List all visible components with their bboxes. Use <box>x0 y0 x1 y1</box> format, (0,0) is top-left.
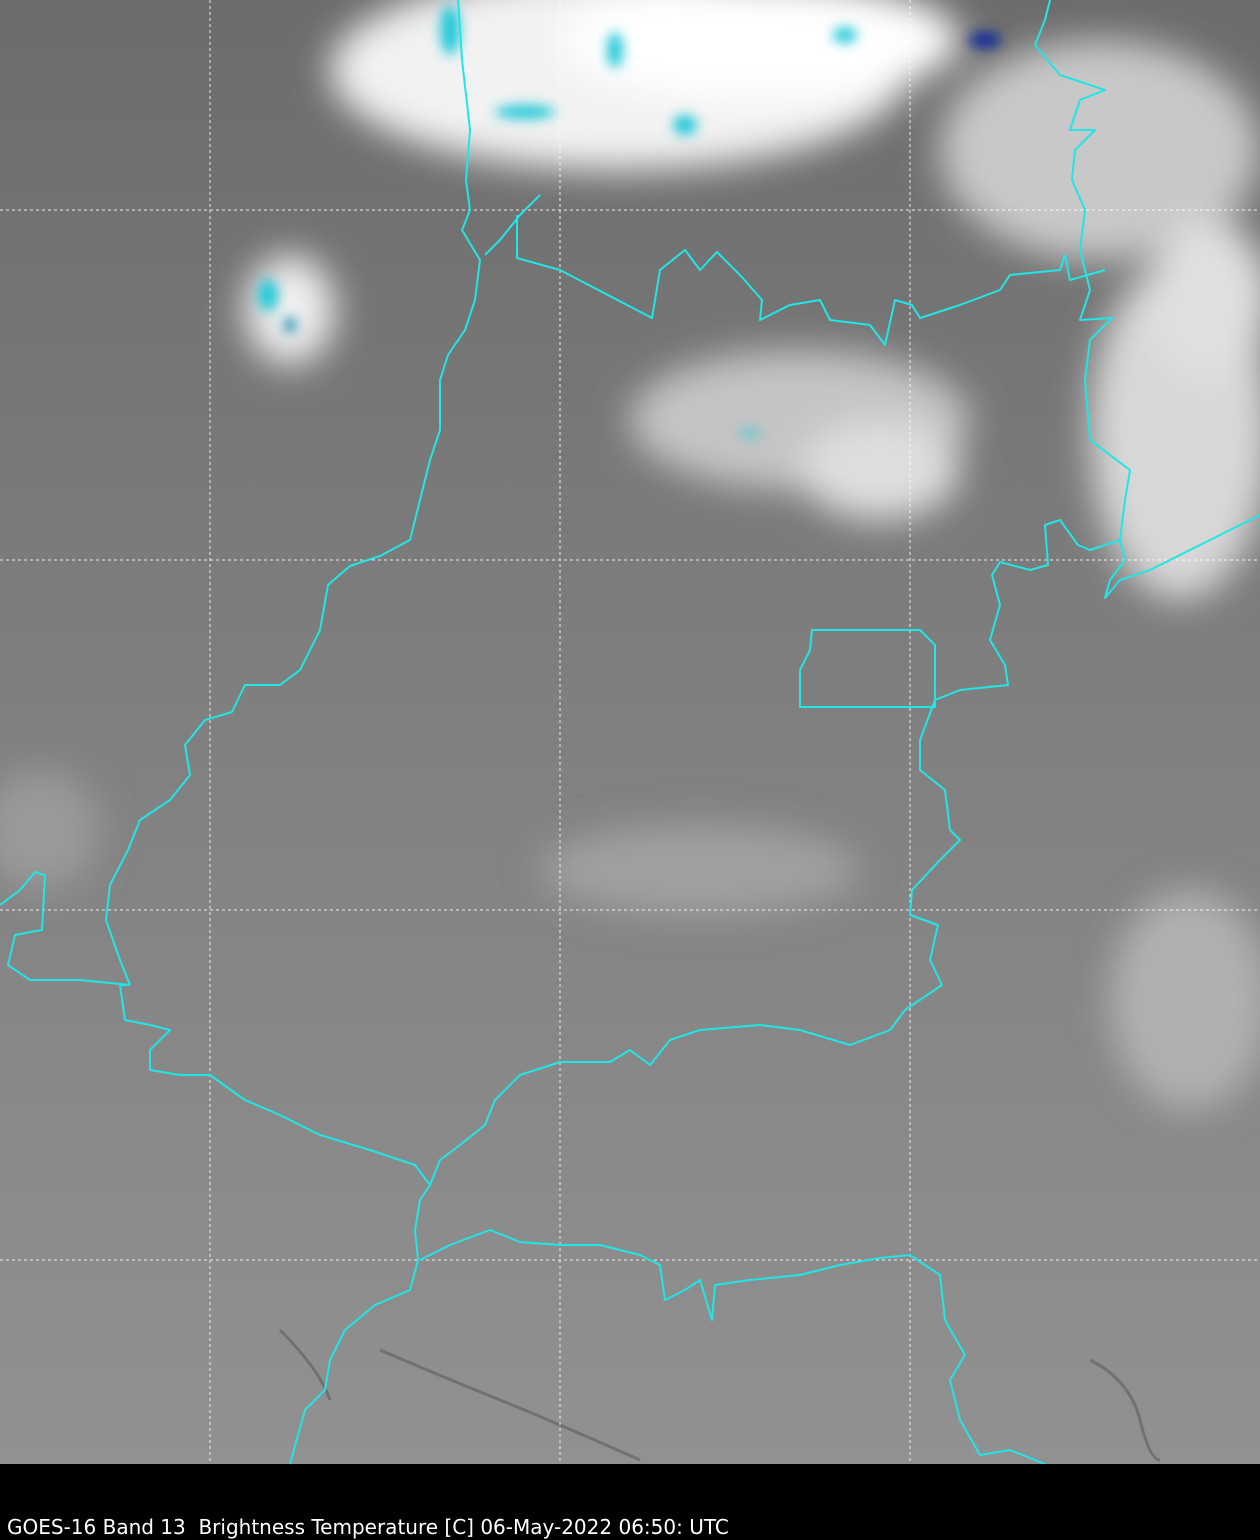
eastern-border <box>1034 0 1260 599</box>
river-streaks <box>278 1328 1161 1462</box>
caption-bar: GOES-16 Band 13 Brightness Temperature [… <box>0 1464 1260 1540</box>
mt-west <box>0 871 131 986</box>
cold-cloud-tops <box>258 5 1001 436</box>
ms-border <box>119 984 431 1464</box>
lat-lon-grid <box>0 0 1260 1464</box>
cloud-layer <box>0 0 1260 1110</box>
minas-south <box>419 1229 1046 1464</box>
goias-ba-border <box>429 519 1121 1186</box>
satellite-image <box>0 0 1260 1464</box>
state-borders <box>0 0 1260 1464</box>
western-border <box>105 0 481 986</box>
tocantins-east <box>484 194 1106 346</box>
image-caption: GOES-16 Band 13 Brightness Temperature [… <box>7 1515 729 1539</box>
federal-district <box>799 629 936 708</box>
